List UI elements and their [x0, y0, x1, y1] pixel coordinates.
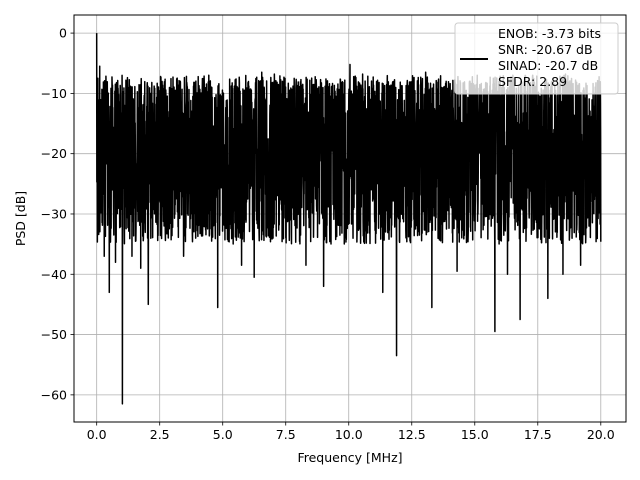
plot-frame: [73, 14, 627, 423]
x-axis-label: Frequency [MHz]: [297, 450, 402, 465]
y-tick-label: 0: [59, 26, 67, 41]
x-tick-label: 10.0: [335, 427, 363, 442]
y-axis-label: PSD [dB]: [13, 191, 28, 246]
legend-sfdr: SFDR: 2.89: [498, 74, 567, 89]
legend-sinad: SINAD: -20.7 dB: [498, 58, 598, 73]
y-tick-label: −50: [41, 327, 67, 342]
y-tick-label: −40: [41, 267, 67, 282]
legend-snr: SNR: -20.67 dB: [498, 42, 593, 57]
y-tick-label: −20: [41, 146, 67, 161]
ticks: 0.0 2.5 5.0 7.5 10.0 12.5 15.0 17.5 20.0 0 −10 −20 −…: [41, 26, 615, 442]
x-tick-label: 20.0: [587, 427, 615, 442]
series-layer: [95, 33, 602, 405]
legend: ENOB: -3.73 bits SNR: -20.67 dB SINAD: -…: [454, 22, 619, 95]
x-tick-label: 12.5: [398, 427, 426, 442]
y-tick-label: −10: [41, 86, 67, 101]
x-tick-label: 5.0: [213, 427, 233, 442]
x-tick-label: 15.0: [461, 427, 489, 442]
psd-series-line: [95, 33, 602, 405]
x-tick-label: 2.5: [150, 427, 170, 442]
x-tick-label: 17.5: [524, 427, 552, 442]
y-tick-label: −60: [41, 387, 67, 402]
legend-box: [454, 22, 619, 95]
x-tick-label: 0.0: [87, 427, 107, 442]
y-tick-label: −30: [41, 206, 67, 221]
x-tick-label: 7.5: [276, 427, 296, 442]
legend-enob: ENOB: -3.73 bits: [498, 26, 601, 41]
